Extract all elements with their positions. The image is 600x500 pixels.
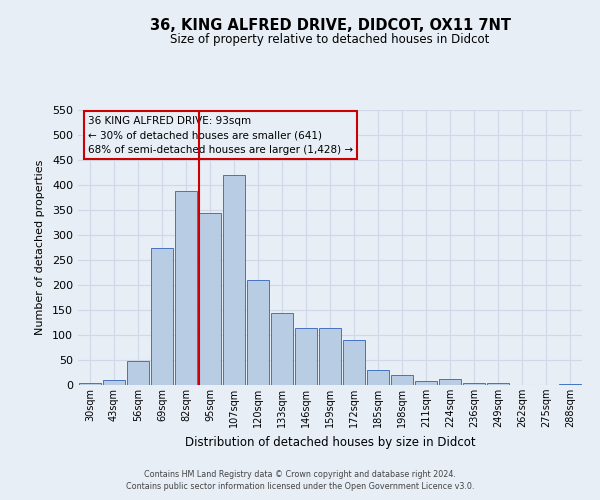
Bar [199,212,221,385]
Bar [511,384,533,385]
Bar [127,361,149,385]
X-axis label: Distribution of detached houses by size in Didcot: Distribution of detached houses by size … [185,436,475,448]
Bar [271,312,293,385]
Bar [295,328,317,385]
Bar [463,382,485,385]
Text: Contains public sector information licensed under the Open Government Licence v3: Contains public sector information licen… [126,482,474,491]
Text: 36, KING ALFRED DRIVE, DIDCOT, OX11 7NT: 36, KING ALFRED DRIVE, DIDCOT, OX11 7NT [149,18,511,32]
Bar [319,328,341,385]
Bar [223,175,245,385]
Bar [343,340,365,385]
Bar [103,380,125,385]
Bar [415,381,437,385]
Text: Size of property relative to detached houses in Didcot: Size of property relative to detached ho… [170,32,490,46]
Bar [247,280,269,385]
Text: 36 KING ALFRED DRIVE: 93sqm
← 30% of detached houses are smaller (641)
68% of se: 36 KING ALFRED DRIVE: 93sqm ← 30% of det… [88,116,353,155]
Bar [367,370,389,385]
Bar [535,384,557,385]
Bar [175,191,197,385]
Bar [559,384,581,385]
Y-axis label: Number of detached properties: Number of detached properties [35,160,45,335]
Text: Contains HM Land Registry data © Crown copyright and database right 2024.: Contains HM Land Registry data © Crown c… [144,470,456,479]
Bar [79,382,101,385]
Bar [151,248,173,385]
Bar [391,375,413,385]
Bar [487,383,509,385]
Bar [439,379,461,385]
